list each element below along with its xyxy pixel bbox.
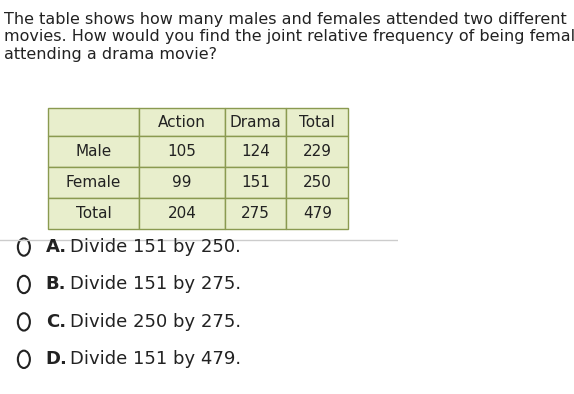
Text: C.: C. bbox=[46, 313, 66, 331]
Text: 105: 105 bbox=[168, 144, 196, 159]
Text: Female: Female bbox=[66, 175, 121, 190]
Text: Action: Action bbox=[158, 115, 206, 130]
Bar bbox=[48, 136, 139, 167]
Bar bbox=[225, 198, 286, 229]
Text: 275: 275 bbox=[241, 206, 270, 221]
Bar bbox=[225, 136, 286, 167]
Bar bbox=[139, 198, 225, 229]
Text: Divide 151 by 275.: Divide 151 by 275. bbox=[69, 275, 241, 294]
Text: A.: A. bbox=[46, 238, 67, 256]
Text: Total: Total bbox=[76, 206, 111, 221]
Bar bbox=[286, 136, 348, 167]
Bar bbox=[139, 167, 225, 198]
Bar bbox=[48, 198, 139, 229]
Bar bbox=[286, 167, 348, 198]
Text: B.: B. bbox=[46, 275, 66, 294]
Text: 479: 479 bbox=[303, 206, 332, 221]
Text: 151: 151 bbox=[241, 175, 270, 190]
Text: 250: 250 bbox=[303, 175, 332, 190]
Text: 229: 229 bbox=[303, 144, 332, 159]
Text: Divide 250 by 275.: Divide 250 by 275. bbox=[69, 313, 241, 331]
Bar bbox=[48, 108, 139, 136]
Bar bbox=[286, 108, 348, 136]
Bar bbox=[286, 198, 348, 229]
Text: 204: 204 bbox=[168, 206, 196, 221]
Bar bbox=[225, 167, 286, 198]
Bar bbox=[48, 167, 139, 198]
Text: The table shows how many males and females attended two different
movies. How wo: The table shows how many males and femal… bbox=[4, 12, 574, 61]
Text: Divide 151 by 250.: Divide 151 by 250. bbox=[69, 238, 241, 256]
Text: Total: Total bbox=[300, 115, 335, 130]
Text: Divide 151 by 479.: Divide 151 by 479. bbox=[69, 350, 241, 368]
Text: 99: 99 bbox=[172, 175, 192, 190]
Text: Drama: Drama bbox=[230, 115, 281, 130]
Bar bbox=[139, 136, 225, 167]
Text: 124: 124 bbox=[241, 144, 270, 159]
Text: D.: D. bbox=[46, 350, 68, 368]
Bar bbox=[139, 108, 225, 136]
Bar bbox=[225, 108, 286, 136]
Text: Male: Male bbox=[75, 144, 111, 159]
